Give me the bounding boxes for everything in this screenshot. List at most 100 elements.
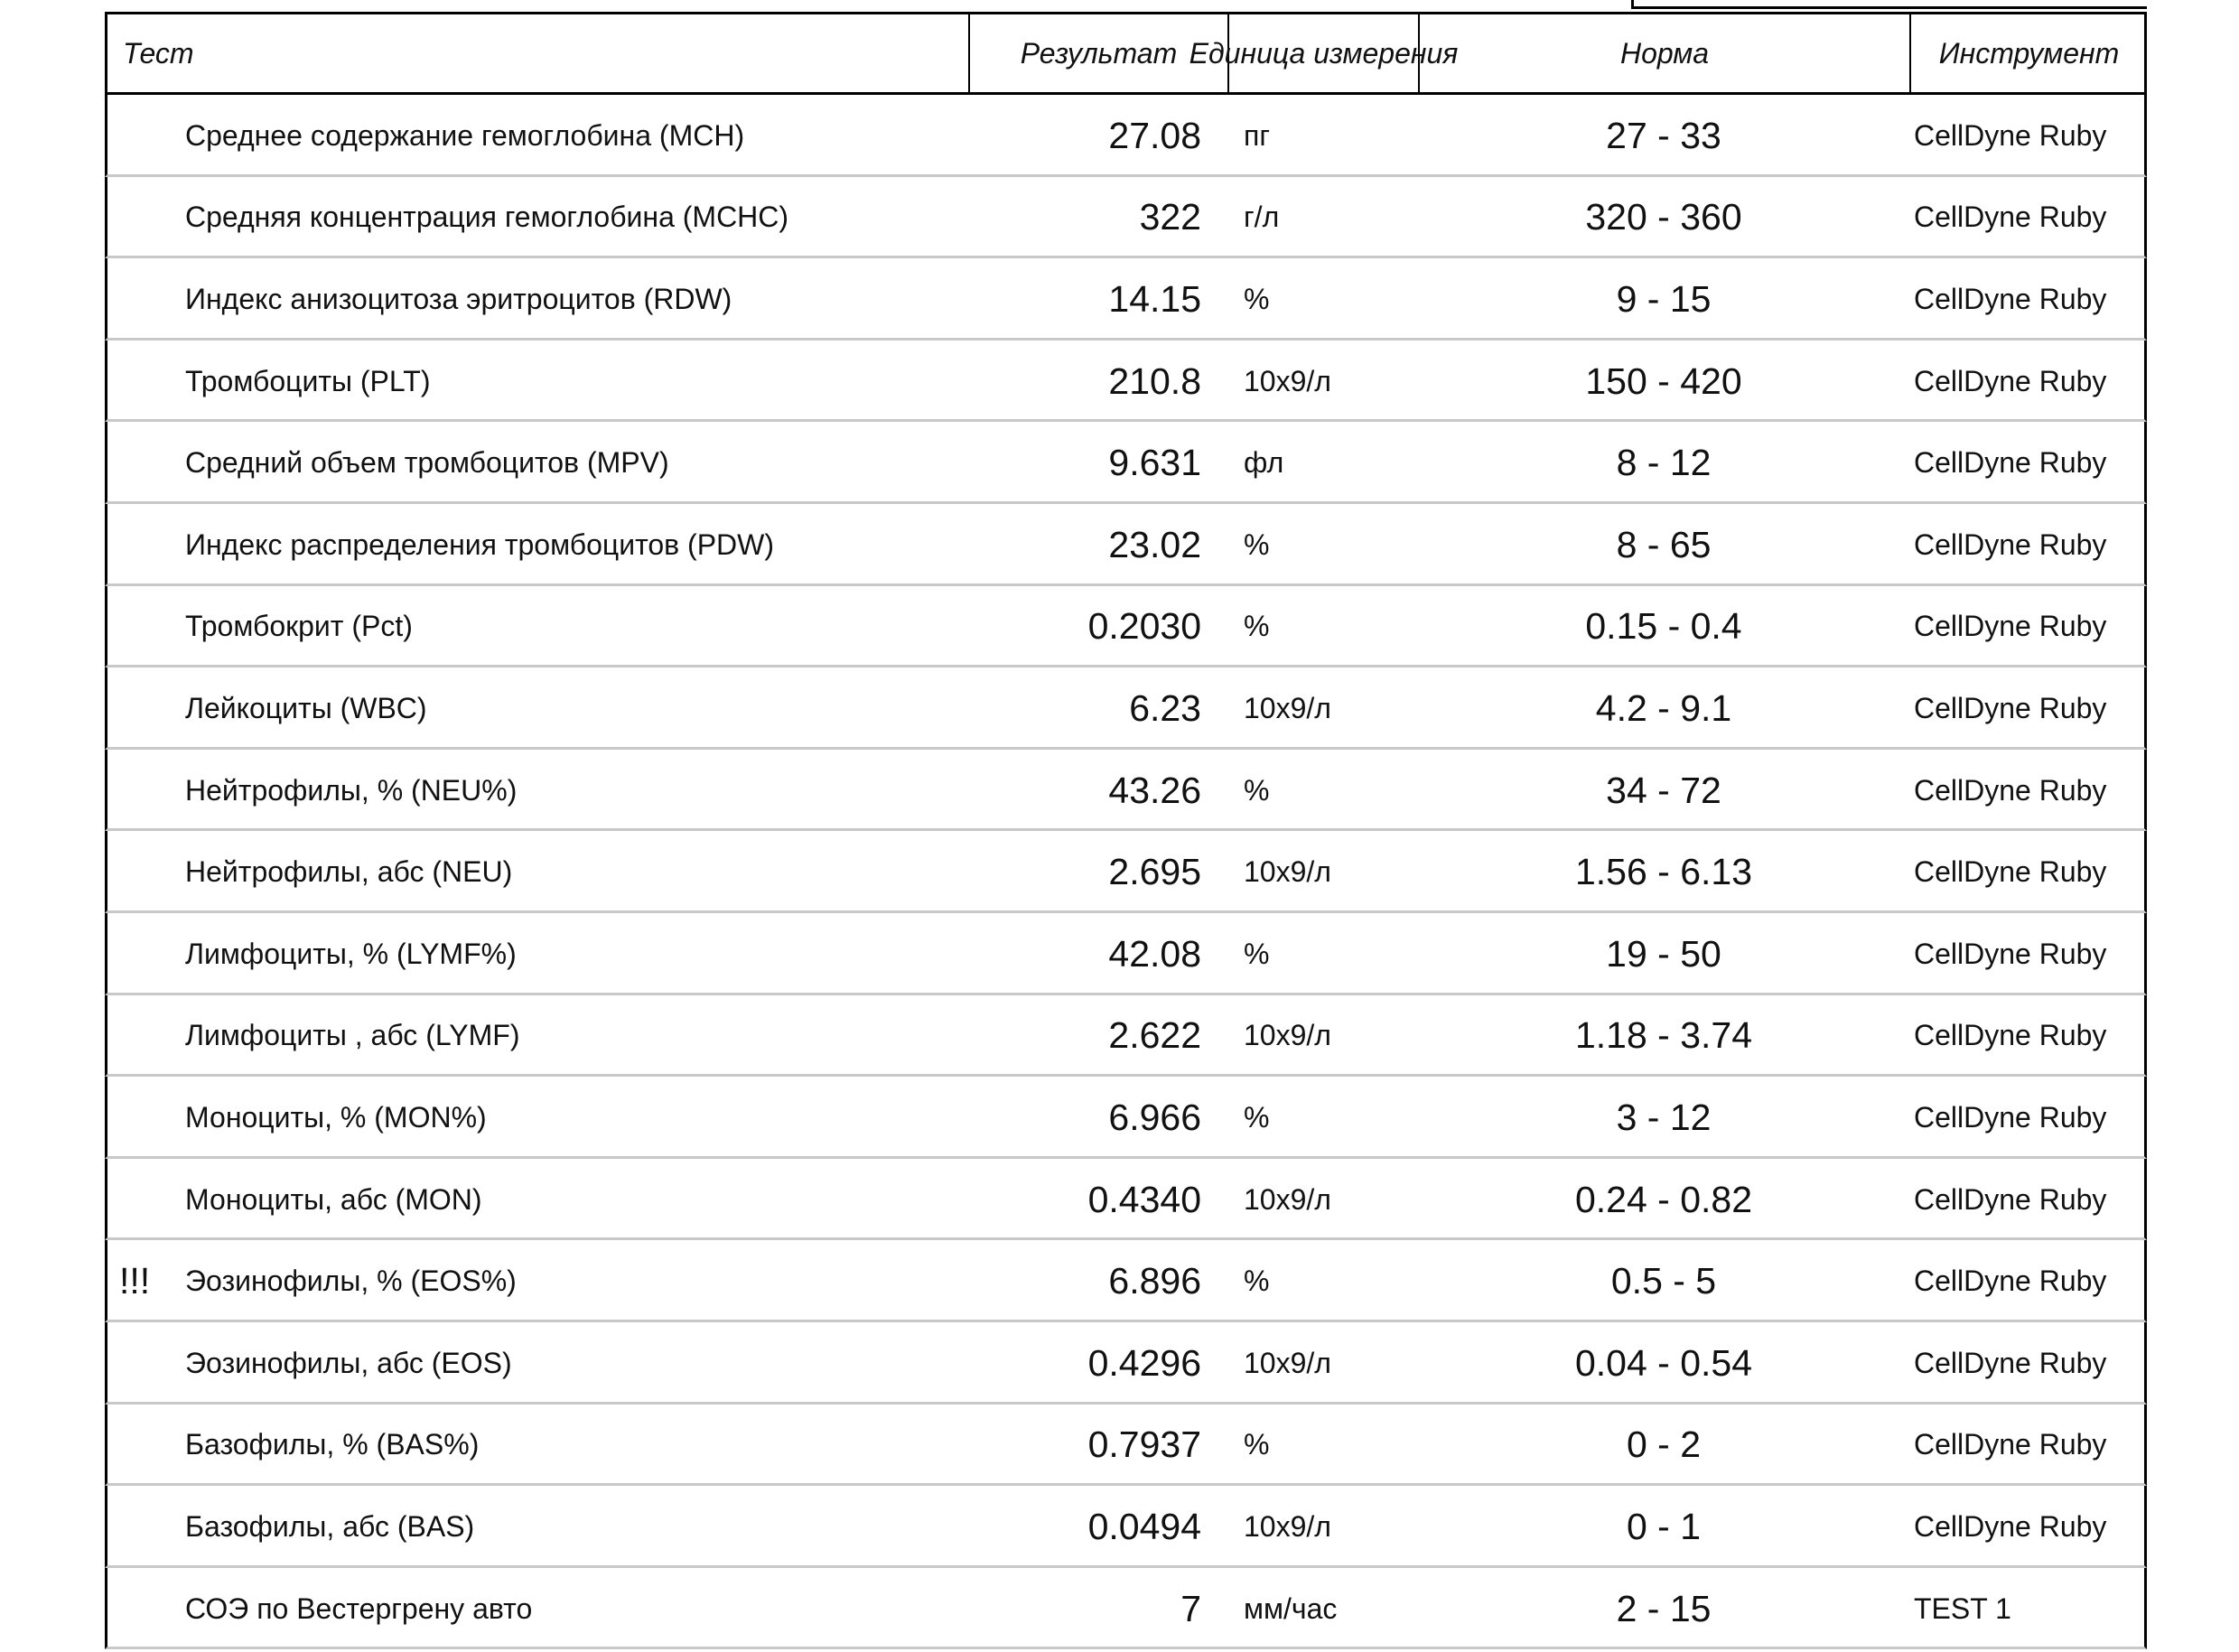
unit: г/л	[1244, 201, 1280, 234]
norm: 0.15 - 0.4	[1585, 605, 1742, 648]
flag: !!!	[119, 1260, 151, 1302]
unit: %	[1244, 1428, 1270, 1461]
result: 14.15	[1108, 277, 1201, 320]
norm: 1.56 - 6.13	[1574, 851, 1753, 893]
result: 2.622	[1108, 1014, 1201, 1057]
header-cell: Норма	[1418, 12, 1909, 95]
norm: 2 - 15	[1616, 1587, 1712, 1629]
norm: 19 - 50	[1606, 932, 1721, 975]
result: 6.966	[1108, 1096, 1201, 1138]
test-name: Эозинофилы, абс (EOS)	[185, 1346, 512, 1379]
instrument: CellDyne Ruby	[1914, 855, 2107, 889]
unit: 10x9/л	[1244, 364, 1331, 397]
test-name: Средняя концентрация гемоглобина (MCHC)	[185, 201, 789, 234]
test-name: Лимфоциты , абс (LYMF)	[185, 1019, 520, 1052]
instrument: CellDyne Ruby	[1914, 364, 2107, 397]
test-name: Нейтрофилы, % (NEU%)	[185, 773, 518, 807]
instrument: CellDyne Ruby	[1914, 1428, 2107, 1461]
unit: %	[1244, 527, 1270, 561]
test-name: Тромбокрит (Pct)	[185, 610, 413, 643]
instrument: CellDyne Ruby	[1914, 527, 2107, 561]
unit: 10x9/л	[1244, 1182, 1331, 1216]
norm: 4.2 - 9.1	[1595, 686, 1732, 729]
instrument: CellDyne Ruby	[1914, 446, 2107, 480]
row	[105, 749, 2147, 832]
header-frame	[105, 12, 2147, 95]
test-name: Базофилы, % (BAS%)	[185, 1428, 480, 1461]
row	[105, 831, 2147, 913]
unit: 10x9/л	[1244, 855, 1331, 889]
norm: 0.5 - 5	[1610, 1260, 1717, 1302]
row	[105, 585, 2147, 668]
test-name: Базофилы, абс (BAS)	[185, 1509, 475, 1543]
unit: %	[1244, 773, 1270, 807]
unit: 10x9/л	[1244, 1509, 1331, 1543]
norm: 1.18 - 3.74	[1574, 1014, 1753, 1057]
test-name: Эозинофилы, % (EOS%)	[185, 1265, 517, 1298]
row	[105, 913, 2147, 995]
unit: 10x9/л	[1244, 1346, 1331, 1379]
test-name: Лейкоциты (WBC)	[185, 691, 427, 724]
test-name: Тромбоциты (PLT)	[185, 364, 431, 397]
unit: %	[1244, 937, 1270, 970]
test-name: Нейтрофилы, абс (NEU)	[185, 855, 513, 889]
result: 0.4296	[1087, 1341, 1201, 1384]
result: 0.4340	[1087, 1178, 1201, 1220]
instrument: CellDyne Ruby	[1914, 691, 2107, 724]
instrument: CellDyne Ruby	[1914, 1182, 2107, 1216]
row	[105, 1077, 2147, 1159]
result: 7	[1180, 1587, 1201, 1629]
result: 6.23	[1129, 686, 1201, 729]
norm: 8 - 65	[1616, 523, 1712, 565]
instrument: CellDyne Ruby	[1914, 610, 2107, 643]
unit: %	[1244, 1265, 1270, 1298]
test-name: Средний объем тромбоцитов (MPV)	[185, 446, 669, 480]
result: 27.08	[1108, 114, 1201, 156]
row	[105, 95, 2147, 177]
row	[105, 1404, 2147, 1487]
test-name: Индекс анизоцитоза эритроцитов (RDW)	[185, 282, 732, 315]
norm: 150 - 420	[1585, 359, 1742, 402]
result: 0.0494	[1087, 1505, 1201, 1547]
header-cell: Единица измерения	[1189, 12, 1458, 95]
unit: %	[1244, 282, 1270, 315]
result: 0.2030	[1087, 605, 1201, 648]
instrument: CellDyne Ruby	[1914, 773, 2107, 807]
test-name: СОЭ по Вестергрену авто	[185, 1591, 533, 1625]
result: 9.631	[1108, 442, 1201, 484]
norm: 0.24 - 0.82	[1574, 1178, 1753, 1220]
row	[105, 258, 2147, 341]
unit: пг	[1244, 118, 1270, 152]
instrument: CellDyne Ruby	[1914, 1265, 2107, 1298]
unit: %	[1244, 610, 1270, 643]
unit: фл	[1244, 446, 1284, 480]
result: 6.896	[1108, 1260, 1201, 1302]
result: 2.695	[1108, 851, 1201, 893]
row	[105, 422, 2147, 504]
norm: 27 - 33	[1606, 114, 1721, 156]
test-name: Среднее содержание гемоглобина (MCH)	[185, 118, 745, 152]
row	[105, 1158, 2147, 1241]
unit: %	[1244, 1100, 1270, 1134]
instrument: CellDyne Ruby	[1914, 1346, 2107, 1379]
row	[105, 667, 2147, 750]
unit: 10x9/л	[1244, 691, 1331, 724]
row	[105, 1240, 2147, 1322]
unit: 10x9/л	[1244, 1019, 1331, 1052]
header-cell: Результат	[968, 12, 1227, 95]
test-name: Моноциты, % (MON%)	[185, 1100, 487, 1134]
norm: 320 - 360	[1585, 196, 1742, 238]
norm: 34 - 72	[1606, 769, 1721, 811]
result: 0.7937	[1087, 1423, 1201, 1466]
top-box	[1631, 0, 2147, 9]
row	[105, 340, 2147, 423]
header-cell: Тест	[123, 37, 194, 70]
row	[105, 504, 2147, 586]
norm: 0 - 1	[1626, 1505, 1702, 1547]
norm: 3 - 12	[1616, 1096, 1712, 1138]
instrument: CellDyne Ruby	[1914, 201, 2107, 234]
unit: мм/час	[1244, 1591, 1338, 1625]
norm: 9 - 15	[1616, 277, 1712, 320]
test-name: Моноциты, абс (MON)	[185, 1182, 482, 1216]
header-cell: Инструмент	[1909, 12, 2147, 95]
